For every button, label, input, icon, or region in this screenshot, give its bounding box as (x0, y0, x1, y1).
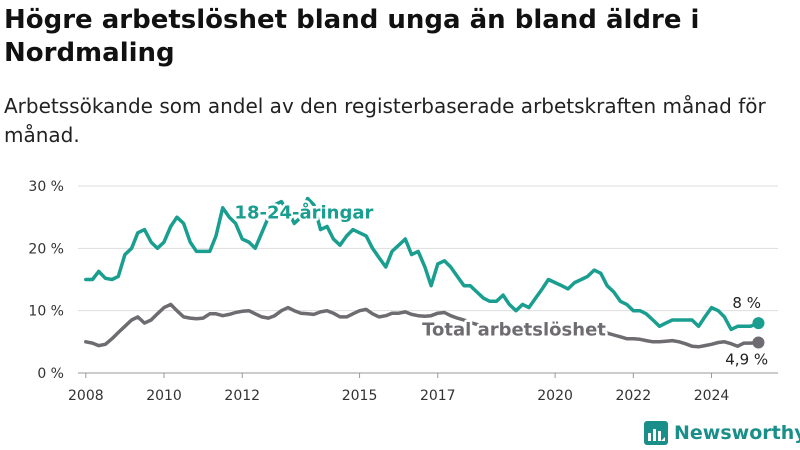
series-label-youth: 18-24-åringar (234, 201, 373, 223)
y-tick-label: 30 % (28, 179, 64, 195)
y-tick-label: 0 % (37, 366, 64, 382)
end-label-youth: 8 % (732, 294, 761, 312)
y-axis-ticks: 0 % 10 % 20 % 30 % (28, 179, 64, 382)
series-lines (84, 196, 765, 349)
y-tick-label: 20 % (28, 241, 64, 257)
series-labels: 18-24-åringar Total arbetslöshet 8 % 4,9 % (232, 199, 768, 369)
y-tick-label: 10 % (28, 304, 64, 320)
chart-title: Högre arbetslöshet bland unga än bland ä… (4, 5, 700, 68)
x-tick-label: 2024 (694, 388, 730, 404)
x-tick-label: 2008 (68, 388, 104, 404)
brand-name: Newsworthy (674, 422, 800, 444)
x-tick-label: 2020 (537, 388, 573, 404)
bar-chart-logo-icon (644, 421, 668, 445)
x-tick-label: 2015 (342, 388, 378, 404)
newsworthy-logo: Newsworthy (644, 419, 800, 447)
series-line-youth (84, 196, 761, 332)
x-axis-ticks: 2008 2010 2012 2015 2017 2020 2022 2024 (68, 373, 729, 404)
x-tick-label: 2010 (146, 388, 182, 404)
series-line-total (84, 302, 761, 349)
x-tick-label: 2012 (224, 388, 260, 404)
chart-subtitle: Arbetssökande som andel av den registerb… (4, 94, 766, 147)
series-end-point-total (752, 336, 765, 349)
gridlines (78, 185, 778, 374)
series-end-point-youth (752, 317, 765, 330)
x-tick-label: 2022 (615, 388, 651, 404)
end-label-total: 4,9 % (725, 350, 768, 368)
x-tick-label: 2017 (420, 388, 456, 404)
series-label-total: Total arbetslöshet (422, 320, 606, 341)
